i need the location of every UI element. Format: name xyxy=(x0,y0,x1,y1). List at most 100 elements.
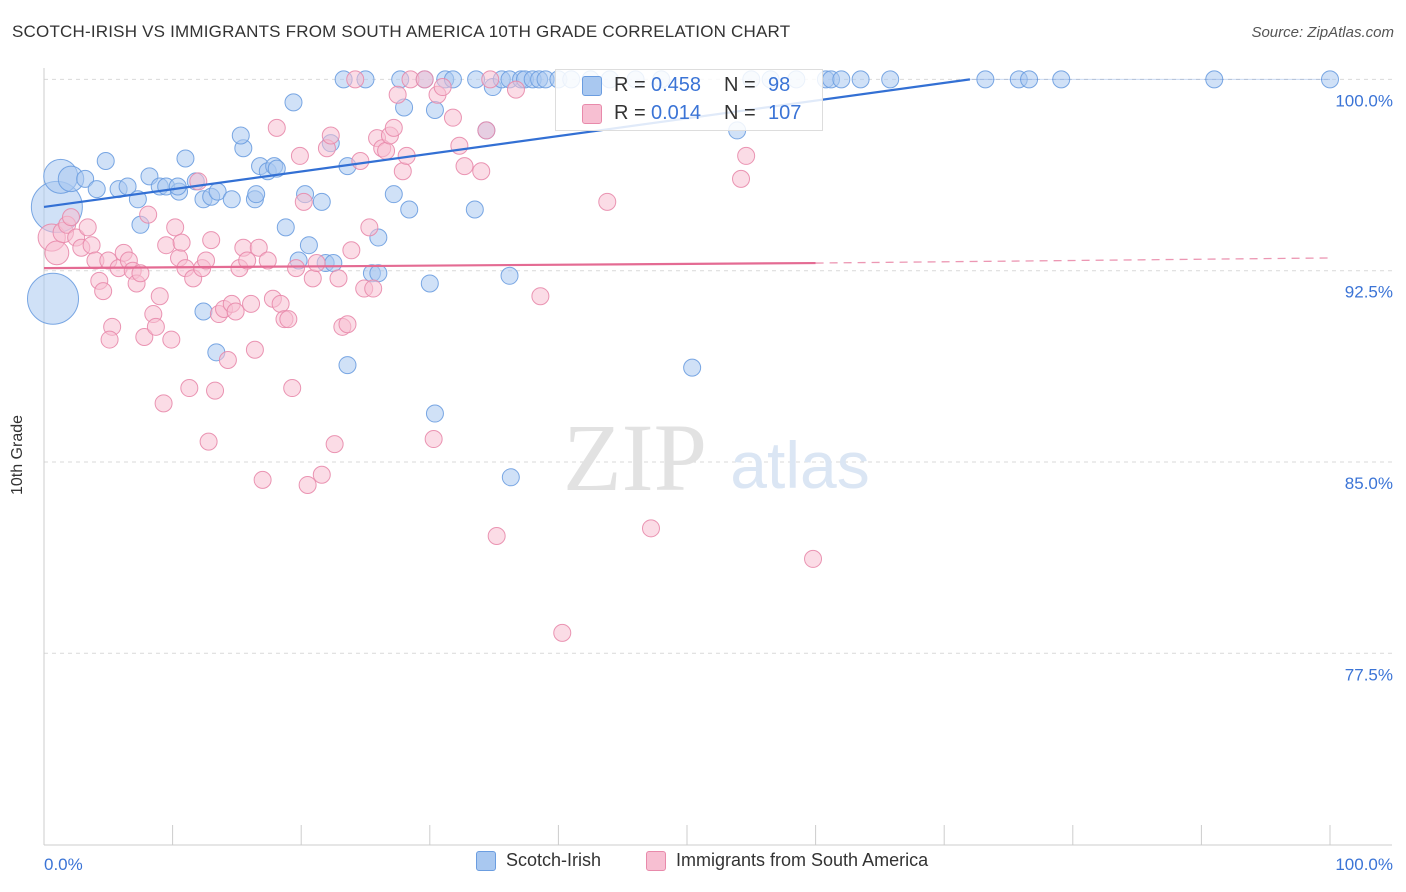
scotch-irish-trend xyxy=(43,78,971,209)
scotch-irish-point xyxy=(284,93,303,112)
south-america-point xyxy=(450,136,469,155)
south-america-point xyxy=(162,330,181,349)
stats-r-value: 0.014 xyxy=(651,102,702,124)
south-america-point xyxy=(294,192,313,211)
scotch-irish-point xyxy=(299,236,318,255)
scotch-irish-point xyxy=(194,302,213,321)
legend-label: Scotch-Irish xyxy=(506,850,602,870)
scotch-irish-point xyxy=(976,70,995,89)
south-america-point xyxy=(487,526,506,545)
chart-title: SCOTCH-IRISH VS IMMIGRANTS FROM SOUTH AM… xyxy=(12,22,791,41)
south-america-point xyxy=(287,259,306,278)
scotch-irish-point xyxy=(176,149,195,168)
scotch-irish-point xyxy=(222,190,241,209)
trend-layer xyxy=(43,78,1331,270)
south-america-trend xyxy=(43,261,816,270)
south-america-point xyxy=(443,108,462,127)
watermark-zip: ZIP xyxy=(563,404,707,511)
stats-n-label: N = xyxy=(724,102,756,124)
south-america-point xyxy=(202,231,221,250)
south-america-point xyxy=(131,264,150,283)
south-america-point xyxy=(100,330,119,349)
scotch-irish-point xyxy=(683,358,702,377)
south-america-point xyxy=(424,430,443,449)
south-america-point xyxy=(338,315,357,334)
south-america-point xyxy=(531,287,550,306)
south-america-point xyxy=(433,78,452,97)
x-tick-label: 0.0% xyxy=(44,855,83,874)
stats-box: R = 0.458 N = 98 R = 0.014 N = 107 xyxy=(555,69,823,131)
scotch-irish-point xyxy=(247,185,266,204)
south-america-point xyxy=(329,269,348,288)
y-tick-label: 100.0% xyxy=(1335,91,1393,110)
points-layer xyxy=(27,70,1339,642)
south-america-point xyxy=(82,236,101,255)
scotch-irish-point xyxy=(338,356,357,375)
scotch-irish-point xyxy=(425,404,444,423)
south-america-point xyxy=(253,470,272,489)
south-america-point xyxy=(283,379,302,398)
south-america-point xyxy=(135,328,154,347)
stats-swatch-pink xyxy=(582,104,602,124)
scotch-irish-point xyxy=(400,200,419,219)
legend: Scotch-Irish Immigrants from South Ameri… xyxy=(0,850,1406,880)
south-america-point xyxy=(804,549,823,568)
south-america-point xyxy=(199,432,218,451)
scotch-irish-point xyxy=(500,266,519,285)
south-america-point xyxy=(472,162,491,181)
stats-row-south-america: R = 0.014 N = 107 xyxy=(556,100,822,128)
south-america-point xyxy=(150,287,169,306)
south-america-point xyxy=(477,121,496,140)
scotch-irish-point xyxy=(851,70,870,89)
south-america-point xyxy=(732,169,751,188)
south-america-point xyxy=(44,240,70,266)
south-america-point xyxy=(298,475,317,494)
axis-layer xyxy=(43,68,1392,846)
south-america-point xyxy=(553,623,572,642)
south-america-point xyxy=(242,294,261,313)
grid-layer xyxy=(44,78,1392,654)
south-america-point xyxy=(279,310,298,329)
stats-r-value: 0.458 xyxy=(651,74,702,96)
south-america-point xyxy=(245,340,264,359)
scotch-irish-point xyxy=(267,159,286,178)
scotch-irish-point xyxy=(832,70,851,89)
south-america-point xyxy=(218,350,237,369)
south-america-point xyxy=(197,251,216,270)
watermark: ZIP atlas xyxy=(563,404,870,511)
scotch-irish-point xyxy=(168,177,187,196)
south-america-point xyxy=(360,218,379,237)
south-america-point xyxy=(157,236,176,255)
south-america-point xyxy=(238,251,257,270)
south-america-point xyxy=(506,80,525,99)
scotch-irish-point xyxy=(420,274,439,293)
south-america-point xyxy=(312,465,331,484)
south-america-trend-dashed xyxy=(815,257,1331,264)
south-america-point xyxy=(598,192,617,211)
south-america-point xyxy=(415,70,434,89)
south-america-point xyxy=(271,294,290,313)
scotch-irish-point xyxy=(1020,70,1039,89)
south-america-point xyxy=(154,394,173,413)
legend-item-scotch-irish[interactable]: Scotch-Irish xyxy=(476,850,601,871)
south-america-point xyxy=(641,519,660,538)
south-america-point xyxy=(172,233,191,252)
south-america-point xyxy=(364,279,383,298)
south-america-point xyxy=(226,302,245,321)
y-tick-label: 92.5% xyxy=(1345,283,1393,302)
stats-n-value: 98 xyxy=(768,74,791,96)
south-america-point xyxy=(78,218,97,237)
south-america-point xyxy=(455,157,474,176)
scotch-irish-point xyxy=(501,468,520,487)
scotch-irish-point xyxy=(324,254,343,273)
south-america-point xyxy=(303,269,322,288)
legend-item-south-america[interactable]: Immigrants from South America xyxy=(646,850,928,871)
south-america-point xyxy=(377,141,396,160)
south-america-point xyxy=(737,146,756,165)
south-america-point xyxy=(393,162,412,181)
scotch-irish-point xyxy=(1321,70,1339,89)
legend-swatch-pink xyxy=(646,850,666,871)
scotch-irish-point xyxy=(465,200,484,219)
stats-n-label: N = xyxy=(724,74,756,96)
